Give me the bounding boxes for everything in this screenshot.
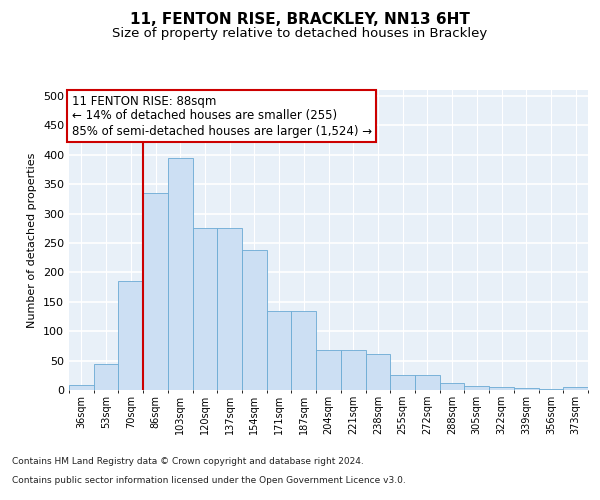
Bar — [464, 386, 489, 390]
Bar — [193, 228, 217, 390]
Bar — [440, 383, 464, 390]
Y-axis label: Number of detached properties: Number of detached properties — [28, 152, 37, 328]
Bar — [168, 158, 193, 390]
Bar — [143, 193, 168, 390]
Bar — [316, 350, 341, 390]
Bar — [292, 310, 316, 390]
Bar — [539, 389, 563, 390]
Bar — [267, 310, 292, 390]
Bar — [118, 281, 143, 390]
Bar — [242, 250, 267, 390]
Bar — [365, 354, 390, 390]
Bar — [390, 376, 415, 390]
Text: 11 FENTON RISE: 88sqm
← 14% of detached houses are smaller (255)
85% of semi-det: 11 FENTON RISE: 88sqm ← 14% of detached … — [71, 94, 372, 138]
Bar — [514, 388, 539, 390]
Text: 11, FENTON RISE, BRACKLEY, NN13 6HT: 11, FENTON RISE, BRACKLEY, NN13 6HT — [130, 12, 470, 28]
Bar — [69, 386, 94, 390]
Bar — [563, 387, 588, 390]
Bar — [489, 387, 514, 390]
Text: Contains HM Land Registry data © Crown copyright and database right 2024.: Contains HM Land Registry data © Crown c… — [12, 458, 364, 466]
Text: Contains public sector information licensed under the Open Government Licence v3: Contains public sector information licen… — [12, 476, 406, 485]
Text: Size of property relative to detached houses in Brackley: Size of property relative to detached ho… — [112, 28, 488, 40]
Bar — [341, 350, 365, 390]
Bar — [217, 228, 242, 390]
Bar — [94, 364, 118, 390]
Bar — [415, 376, 440, 390]
